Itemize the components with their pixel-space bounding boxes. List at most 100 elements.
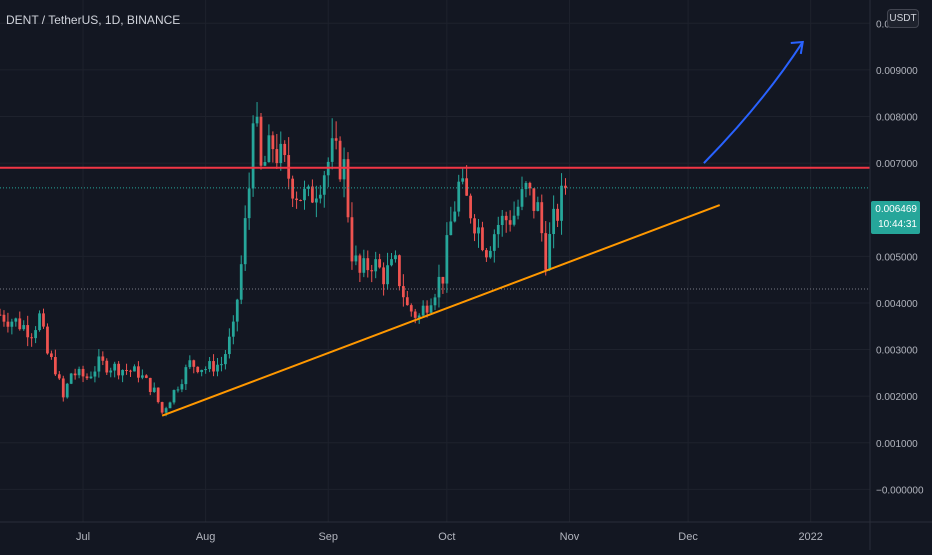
candle-body [457, 181, 461, 212]
candle-body [105, 360, 109, 373]
candle-body [556, 208, 559, 221]
candle-body [196, 366, 200, 373]
candle-body [61, 378, 65, 398]
candle-body [283, 143, 287, 156]
candle-body [14, 318, 18, 322]
candle-body [425, 305, 429, 313]
candle-body [445, 235, 449, 284]
grid [0, 0, 870, 522]
candle-body [172, 390, 176, 403]
candle-body [378, 259, 382, 268]
candle-body [311, 186, 314, 203]
x-tick-label: Oct [438, 531, 455, 543]
candle-body [251, 123, 255, 189]
candle-body [504, 215, 508, 221]
x-tick-label: Jul [76, 531, 90, 543]
y-tick-label: 0.005000 [876, 252, 918, 263]
candle-body [374, 259, 378, 272]
candle-body [144, 375, 148, 378]
candle-body [184, 367, 188, 385]
y-tick-label: 0.007000 [876, 159, 918, 170]
candle-body [473, 218, 476, 234]
y-tick-label: 0.003000 [876, 346, 918, 357]
candle-body [496, 224, 500, 235]
symbol-title[interactable]: DENT / TetherUS, 1D, BINANCE [6, 13, 181, 27]
candle-body [441, 276, 445, 284]
candle-body [121, 369, 124, 376]
candle-body [405, 297, 409, 306]
candle-body [148, 377, 152, 392]
candle-body [152, 387, 156, 392]
candle-body [544, 233, 548, 270]
candle-body [30, 337, 34, 339]
candle-body [350, 217, 354, 262]
candle-body [382, 267, 385, 285]
candle-body [46, 326, 49, 354]
candle-body [235, 299, 239, 322]
candle-body [77, 368, 81, 376]
candle-body [216, 364, 219, 372]
candle-body [330, 138, 334, 162]
candle-body [200, 369, 204, 373]
drawings[interactable] [0, 40, 870, 417]
candle-body [314, 198, 318, 203]
candle-body [552, 208, 556, 235]
candle-body [18, 318, 22, 330]
candle-body [465, 178, 469, 196]
candle-body [247, 188, 251, 219]
candle-body [560, 185, 563, 221]
candles [0, 102, 567, 417]
candle-body [259, 116, 263, 166]
candle-body [255, 116, 259, 124]
candle-body [38, 313, 41, 331]
candle-body [429, 305, 433, 313]
candle-body [69, 373, 73, 384]
candle-body [461, 178, 465, 182]
candle-body [488, 250, 492, 258]
candle-body [57, 374, 61, 379]
projection-arrow[interactable] [703, 41, 804, 164]
candle-body [477, 227, 480, 234]
candle-body [291, 178, 295, 199]
candle-body [520, 189, 524, 207]
candle-body [208, 361, 211, 370]
candle-body [140, 375, 144, 378]
candle-body [492, 234, 496, 251]
y-tick-label: −0.000000 [876, 485, 924, 496]
candle-body [295, 198, 298, 201]
candle-body [65, 383, 69, 398]
candle-body [97, 356, 101, 372]
candle-body [481, 227, 484, 251]
candle-body [168, 402, 172, 409]
candle-body [342, 159, 346, 180]
candle-body [224, 354, 227, 365]
candle-body [263, 162, 267, 166]
candle-body [10, 321, 14, 327]
candle-body [180, 384, 184, 390]
currency-button[interactable]: USDT [887, 9, 919, 28]
candle-body [6, 321, 10, 327]
y-tick-label: 0.008000 [876, 113, 918, 124]
candle-body [113, 363, 117, 371]
candle-body [176, 389, 180, 391]
candle-body [536, 202, 540, 211]
x-tick-label: Nov [560, 531, 580, 543]
candle-body [164, 408, 168, 413]
support-trendline[interactable] [161, 204, 721, 417]
candle-body [417, 315, 421, 318]
candle-body [338, 140, 342, 180]
x-tick-label: Aug [196, 531, 216, 543]
last-price-value: 0.006469 [875, 204, 917, 215]
candle-body [370, 270, 374, 272]
candle-body [137, 366, 140, 378]
candle-body [0, 314, 2, 316]
candle-body [322, 175, 326, 195]
candle-body [366, 258, 370, 271]
candle-body [307, 186, 310, 189]
last-price-tag: 0.006469 10:44:31 [871, 201, 920, 234]
candle-body [188, 360, 192, 368]
y-tick-label: 0.002000 [876, 392, 918, 403]
